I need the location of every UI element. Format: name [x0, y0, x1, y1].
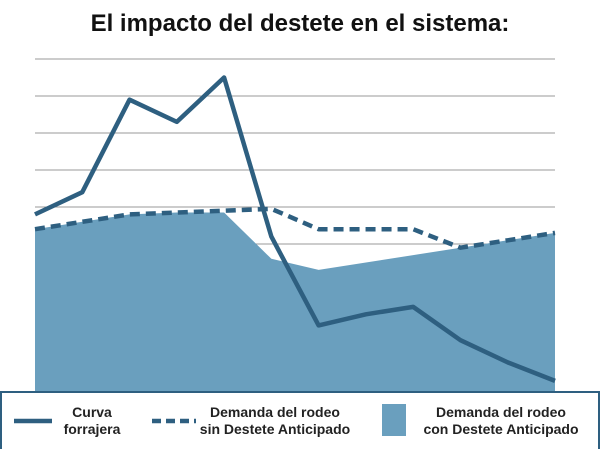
legend-swatches — [14, 404, 406, 436]
legend-item-curva-line1: Curva — [72, 404, 112, 420]
area-series — [35, 212, 555, 392]
legend-item-sin-destete-line1: Demanda del rodeo — [210, 404, 340, 420]
chart-title: El impacto del destete en el sistema: — [90, 10, 510, 37]
series-area-con-destete — [35, 212, 555, 392]
legend-background — [0, 392, 600, 449]
legend-item-sin-destete: Demanda del rodeo sin Destete Anticipado — [190, 404, 360, 438]
legend-item-con-destete: Demanda del rodeo con Destete Anticipado — [408, 404, 594, 438]
series-line-sin-destete — [34, 206, 556, 250]
legend-item-curva-line2: forrajera — [63, 421, 121, 437]
legend-item-curva: Curva forrajera — [52, 404, 132, 438]
legend: Curva forrajera Demanda del rodeo sin De… — [0, 392, 600, 449]
line-series — [34, 75, 556, 383]
legend-item-sin-destete-line2: sin Destete Anticipado — [199, 421, 351, 437]
series-line-curva-forrajera — [34, 75, 556, 383]
legend-item-con-destete-line1: Demanda del rodeo — [436, 404, 566, 420]
legend-item-con-destete-line2: con Destete Anticipado — [423, 421, 579, 437]
legend-swatch-con-destete — [382, 404, 406, 436]
